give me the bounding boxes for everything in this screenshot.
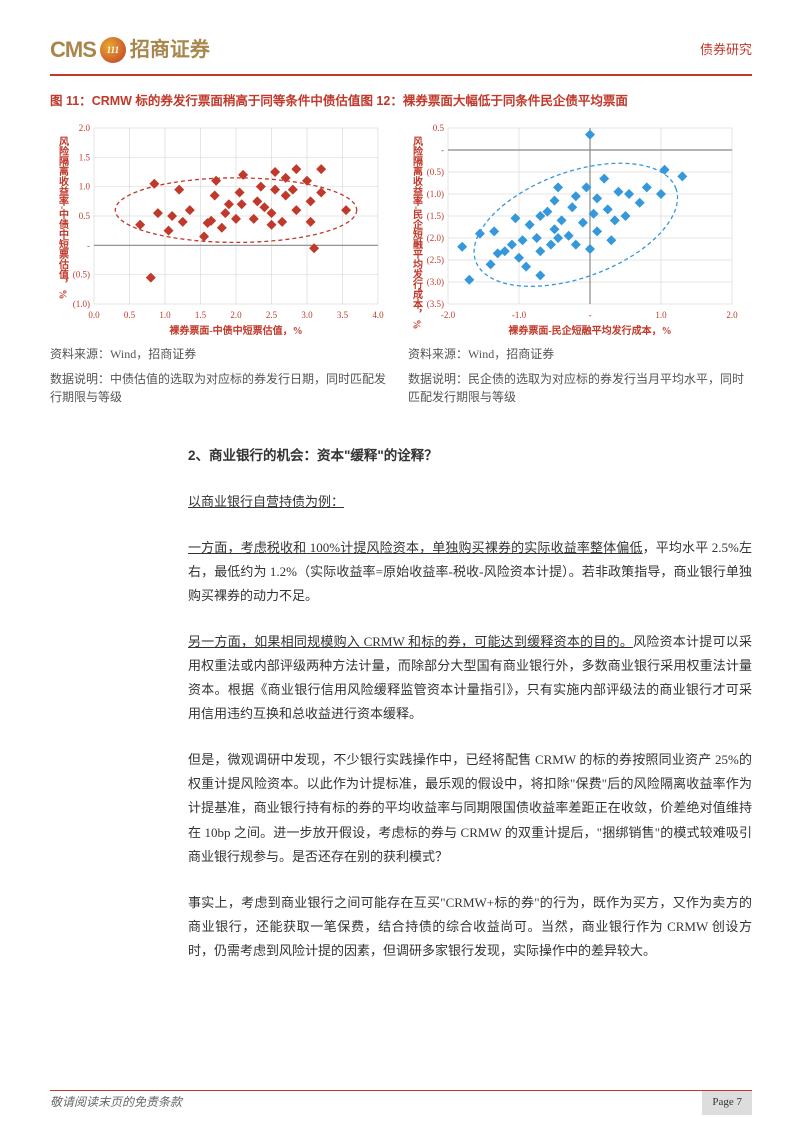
svg-text:-: - (589, 310, 592, 320)
body-content: 以商业银行自营持债为例： 一方面，考虑税收和 100%计提风险资本，单独购买裸券… (188, 490, 752, 963)
fig12-prefix: 图 12： (360, 94, 402, 108)
svg-text:0.5: 0.5 (79, 211, 91, 221)
svg-text:-1.0: -1.0 (512, 310, 527, 320)
logo-en: CMS (50, 30, 96, 70)
logo-cn: 招商证券 (130, 32, 210, 68)
svg-text:裸券票面-民企短融平均发行成本，%: 裸券票面-民企短融平均发行成本，% (508, 324, 671, 337)
fig12-title: 裸券票面大幅低于同条件民企债平均票面 (403, 94, 628, 108)
svg-text:-2.0: -2.0 (441, 310, 456, 320)
chart-left: (1.0) (0.5) - 0.5 1.0 1.5 2.0 0.0 0.5 1.0 1.5 2.0 2.… (50, 118, 390, 338)
svg-text:(1.5): (1.5) (427, 211, 444, 221)
svg-text:(1.0): (1.0) (427, 189, 444, 199)
para-4: 事实上，考虑到商业银行之间可能存在互买"CRMW+标的券"的行为，既作为买方，又… (188, 891, 752, 963)
doc-category: 债券研究 (700, 38, 752, 61)
svg-text:(0.5): (0.5) (73, 270, 90, 280)
fig11-prefix: 图 11： (50, 94, 92, 108)
svg-text:1.5: 1.5 (79, 152, 91, 162)
chart-right-source: 资料来源：Wind，招商证券 (408, 344, 752, 366)
svg-text:3.5: 3.5 (337, 310, 349, 320)
para-2: 另一方面，如果相同规模购入 CRMW 和标的券，可能达到缓释资本的目的。风险资本… (188, 630, 752, 726)
page-header: CMS 111 招商证券 债券研究 (50, 30, 752, 70)
svg-text:0.5: 0.5 (433, 123, 445, 133)
svg-text:2.0: 2.0 (726, 310, 738, 320)
svg-text:(2.0): (2.0) (427, 233, 444, 243)
logo: CMS 111 招商证券 (50, 30, 210, 70)
svg-text:(1.0): (1.0) (73, 299, 90, 309)
chart-sources: 资料来源：Wind，招商证券 数据说明：中债估值的选取为对应标的券发行日期，同时… (50, 342, 752, 406)
svg-text:0.0: 0.0 (88, 310, 100, 320)
svg-text:1.0: 1.0 (79, 182, 91, 192)
section-title: 2、商业银行的机会：资本"缓释"的诠释？ (188, 444, 752, 468)
svg-text:4.0: 4.0 (372, 310, 384, 320)
header-divider (50, 74, 752, 76)
svg-text:1.5: 1.5 (195, 310, 207, 320)
chart-right: (3.5) (3.0) (2.5) (2.0) (1.5) (1.0) (0.5) - 0.5 -… (404, 118, 744, 338)
fig11-title: CRMW 标的券发行票面稍高于同等条件中债估值 (92, 94, 361, 108)
svg-text:2.0: 2.0 (230, 310, 242, 320)
svg-text:(3.5): (3.5) (427, 299, 444, 309)
svg-text:-: - (87, 240, 90, 250)
para-3: 但是，微观调研中发现，不少银行实践操作中，已经将配售 CRMW 的标的券按照同业… (188, 748, 752, 868)
svg-text:(3.0): (3.0) (427, 277, 444, 287)
svg-text:(2.5): (2.5) (427, 255, 444, 265)
chart-right-note: 数据说明：民企债的选取为对应标的券发行当月平均水平，同时匹配发行期限与等级 (408, 370, 752, 406)
svg-text:2.0: 2.0 (79, 123, 91, 133)
svg-text:(0.5): (0.5) (427, 167, 444, 177)
svg-text:2.5: 2.5 (266, 310, 278, 320)
page-footer: 敬请阅读末页的免责条款 Page 7 (50, 1091, 752, 1115)
svg-text:1.0: 1.0 (159, 310, 171, 320)
chart-left-note: 数据说明：中债估值的选取为对应标的券发行日期，同时匹配发行期限与等级 (50, 370, 394, 406)
logo-badge-icon: 111 (100, 37, 126, 63)
figure-titles: 图 11：CRMW 标的券发行票面稍高于同等条件中债估值图 12：裸券票面大幅低… (50, 90, 752, 113)
svg-text:-: - (441, 145, 444, 155)
footer-disclaimer: 敬请阅读末页的免责条款 (50, 1092, 182, 1114)
svg-text:风险隔离收益率-民企短融平均发行成本，%: 风险隔离收益率-民企短融平均发行成本，% (411, 136, 424, 330)
svg-text:裸券票面-中债中短票估值，%: 裸券票面-中债中短票估值，% (169, 324, 302, 337)
svg-text:风险隔离收益率-中债中短票估值，%: 风险隔离收益率-中债中短票估值，% (57, 136, 70, 300)
chart-left-source: 资料来源：Wind，招商证券 (50, 344, 394, 366)
page-number: Page 7 (702, 1091, 752, 1115)
para-intro: 以商业银行自营持债为例： (188, 490, 752, 514)
para-1: 一方面，考虑税收和 100%计提风险资本，单独购买裸券的实际收益率整体偏低，平均… (188, 536, 752, 608)
svg-text:1.0: 1.0 (655, 310, 667, 320)
svg-text:0.5: 0.5 (124, 310, 136, 320)
svg-text:3.0: 3.0 (301, 310, 313, 320)
